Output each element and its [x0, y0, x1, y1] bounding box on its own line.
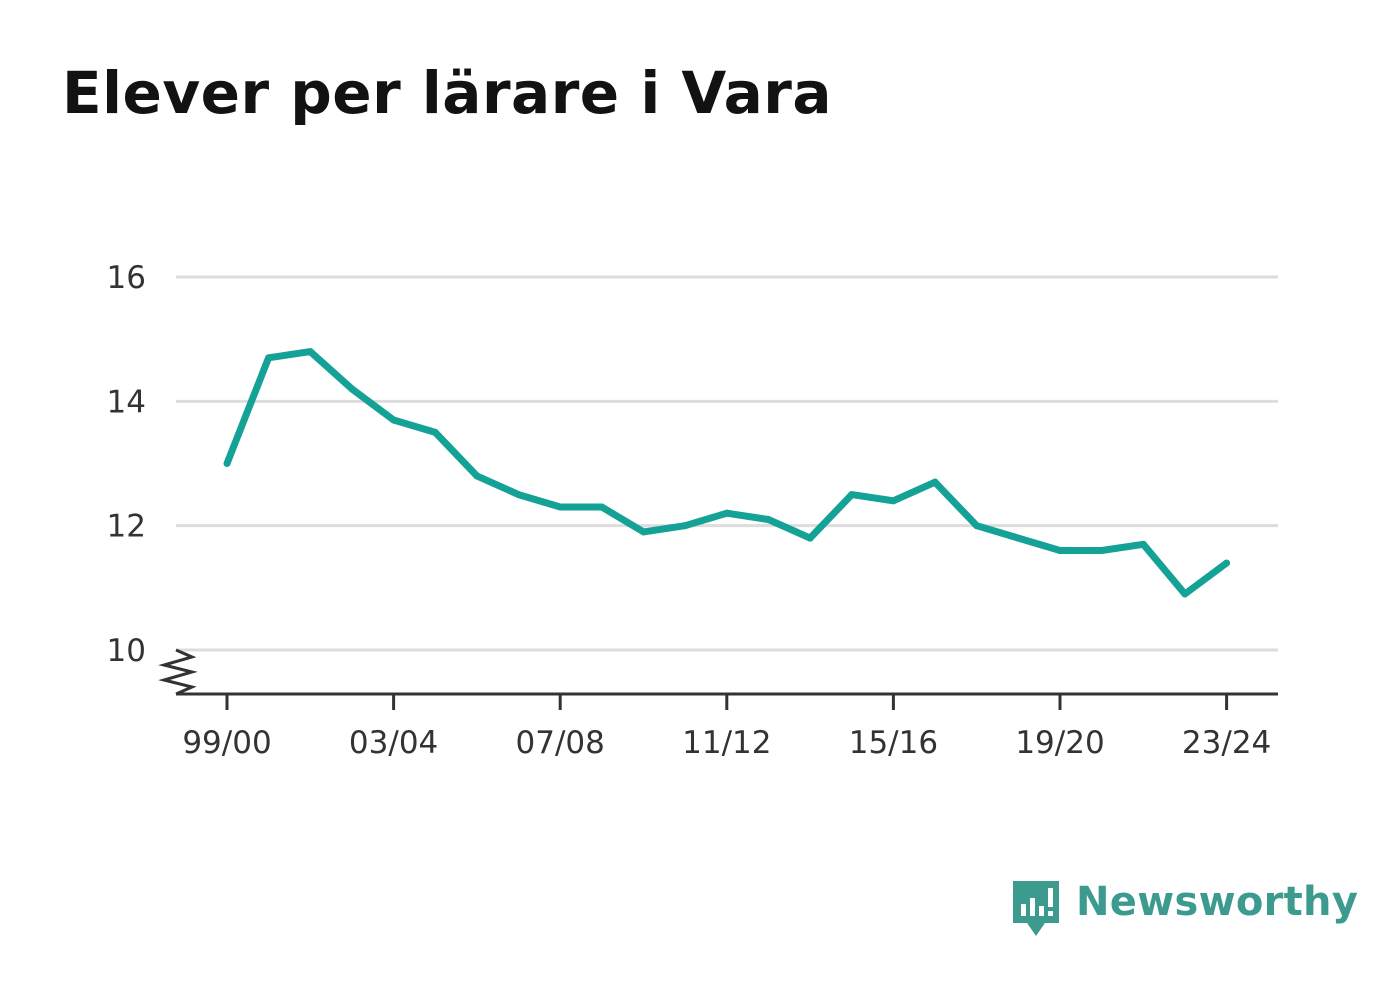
- gridlines: [176, 275, 1278, 652]
- x-tick-label: 23/24: [1182, 725, 1271, 761]
- data-point: [1223, 559, 1231, 567]
- x-tick-label: 07/08: [516, 725, 605, 761]
- data-point: [931, 478, 939, 486]
- series-line: [223, 348, 1229, 598]
- y-tick-label: 14: [107, 384, 146, 420]
- logo-bar-3: [1039, 906, 1044, 916]
- speech-bubble-shape: [1013, 881, 1059, 936]
- x-axis-tick-labels: 99/00 03/04 07/08 11/12 15/16 19/20 23/24: [182, 725, 1271, 761]
- y-axis-tick-labels: 10 12 14 16: [107, 260, 146, 669]
- data-point: [848, 491, 856, 499]
- data-point: [556, 503, 564, 511]
- y-tick-label: 16: [107, 260, 146, 296]
- logo-bar-1: [1021, 904, 1026, 916]
- data-point: [515, 491, 523, 499]
- data-point: [1098, 547, 1106, 555]
- brand-logo: Newsworthy: [1010, 876, 1358, 942]
- x-axis-ticks: [225, 694, 1229, 710]
- y-tick-label: 12: [107, 509, 146, 545]
- x-tick-label: 11/12: [682, 725, 771, 761]
- x-tick-label: 99/00: [182, 725, 271, 761]
- logo-bar-2: [1030, 898, 1035, 916]
- data-point: [1056, 547, 1064, 555]
- logo-bar-4: [1048, 888, 1053, 907]
- data-point: [348, 385, 356, 393]
- data-point: [431, 428, 439, 436]
- data-point: [223, 460, 231, 467]
- x-axis: [158, 648, 1278, 696]
- page-title: Elever per lärare i Vara: [62, 59, 832, 127]
- data-point: [889, 497, 897, 505]
- series: [223, 348, 1231, 598]
- data-point: [473, 472, 481, 480]
- data-point: [390, 416, 398, 424]
- data-point: [640, 528, 647, 536]
- y-axis-break-icon: [158, 648, 198, 696]
- data-point: [1014, 534, 1022, 542]
- data-point: [598, 503, 606, 511]
- data-point: [1181, 590, 1189, 598]
- x-tick-label: 03/04: [349, 725, 438, 761]
- newsworthy-logo-icon: [1013, 881, 1059, 936]
- data-point: [1139, 540, 1147, 548]
- x-tick-label: 15/16: [849, 725, 938, 761]
- data-point: [764, 515, 772, 523]
- y-tick-label: 10: [107, 633, 146, 669]
- data-point: [306, 348, 314, 356]
- x-tick-label: 19/20: [1015, 725, 1104, 761]
- brand-name: Newsworthy: [1076, 879, 1359, 925]
- data-point: [973, 522, 981, 530]
- data-point: [681, 522, 689, 530]
- data-point: [806, 534, 814, 542]
- logo-dot: [1048, 911, 1053, 916]
- data-point: [723, 509, 731, 517]
- data-point: [265, 354, 273, 362]
